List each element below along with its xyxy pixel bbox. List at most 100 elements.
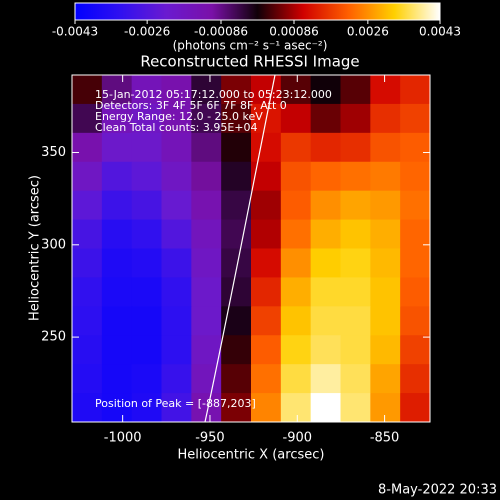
heatmap-cell — [370, 219, 401, 249]
heatmap-cell — [72, 306, 103, 336]
heatmap-cell — [161, 75, 192, 105]
heatmap-cell — [161, 161, 192, 192]
heatmap-cell — [72, 190, 103, 221]
heatmap-cell — [221, 190, 252, 221]
heatmap-cell — [370, 190, 401, 221]
heatmap-cell — [280, 190, 312, 221]
heatmap-cell — [280, 132, 312, 163]
heatmap-cell — [131, 132, 162, 163]
heatmap-cell — [221, 103, 252, 134]
heatmap-cell — [191, 190, 222, 221]
heatmap-cell — [310, 277, 341, 307]
heatmap-cell — [340, 277, 371, 307]
heatmap-cell — [72, 277, 103, 307]
heatmap-cell — [161, 219, 192, 249]
heatmap-cell — [400, 306, 430, 336]
y-tick-label: 300 — [41, 237, 66, 252]
heatmap-cell — [400, 190, 430, 221]
heatmap-cell — [400, 75, 430, 105]
heatmap-cell — [340, 161, 371, 192]
heatmap-cell — [72, 393, 103, 422]
y-tick-label: 250 — [41, 330, 66, 345]
heatmap-cell — [131, 190, 162, 221]
heatmap-cell — [370, 161, 401, 192]
heatmap-cell — [310, 161, 341, 192]
heatmap-cell — [340, 364, 371, 394]
heatmap-cell — [400, 335, 430, 365]
y-axis-label: Heliocentric Y (arcsec) — [28, 175, 43, 321]
heatmap-cell — [280, 277, 312, 307]
heatmap-cell — [340, 393, 371, 422]
heatmap-cell — [191, 277, 222, 307]
heatmap-cell — [370, 277, 401, 307]
heatmap-cell — [161, 103, 192, 134]
heatmap-cell — [101, 335, 133, 365]
heatmap-cell — [221, 132, 252, 163]
heatmap-cell — [221, 393, 252, 422]
heatmap-cell — [221, 219, 252, 249]
x-tick-label: -900 — [283, 431, 313, 446]
heatmap-cell — [191, 306, 222, 336]
heatmap-cell — [101, 103, 133, 134]
heatmap-cell — [400, 103, 430, 134]
heatmap-cell — [101, 306, 133, 336]
heatmap-cell — [310, 103, 341, 134]
heatmap-cell — [101, 393, 133, 422]
heatmap-cell — [310, 190, 341, 221]
colorbar-label: (photons cm⁻² s⁻¹ asec⁻²) — [173, 39, 328, 53]
annotation: Energy Range: 12.0 - 25.0 keV — [95, 110, 263, 123]
heatmap-cell — [370, 335, 401, 365]
annotation: Detectors: 3F 4F 5F 6F 7F 8F, Att 0 — [95, 99, 287, 112]
heatmap-cell — [101, 277, 133, 307]
footer-date: 8-May-2022 20:33 — [378, 483, 497, 498]
heatmap-cell — [280, 103, 312, 134]
heatmap-cell — [280, 219, 312, 249]
heatmap-cell — [72, 219, 103, 249]
annotation: 15-Jan-2012 05:17:12.000 to 05:23:12.000 — [95, 88, 332, 101]
heatmap-cell — [310, 75, 341, 105]
heatmap-cell — [72, 248, 103, 278]
heatmap-cell — [400, 219, 430, 249]
heatmap-cell — [280, 75, 312, 105]
heatmap-cell — [191, 75, 222, 105]
heatmap-cell — [251, 306, 282, 336]
heatmap-cell — [251, 364, 282, 394]
heatmap-cell — [72, 103, 103, 134]
heatmap-cell — [72, 335, 103, 365]
colorbar-tick-label: -0.0026 — [124, 25, 170, 39]
heatmap-cell — [161, 306, 192, 336]
heatmap-cell — [400, 161, 430, 192]
x-tick-label: -950 — [195, 431, 225, 446]
colorbar-tick-label: -0.0043 — [52, 25, 98, 39]
heatmap-cell — [161, 277, 192, 307]
heatmap-cell — [310, 364, 341, 394]
heatmap-cell — [340, 306, 371, 336]
heatmap-cell — [400, 132, 430, 163]
heatmap-cell — [131, 103, 162, 134]
heatmap-cell — [221, 161, 252, 192]
heatmap-cell — [370, 393, 401, 422]
colorbar — [74, 2, 441, 21]
plot-frame — [71, 74, 431, 423]
heatmap-cell — [131, 219, 162, 249]
heatmap-cell — [251, 161, 282, 192]
heatmap-cell — [280, 393, 312, 422]
heatmap-cell — [101, 248, 133, 278]
heatmap-cell — [251, 219, 282, 249]
heatmap-cell — [400, 248, 430, 278]
heatmap-cell — [310, 248, 341, 278]
heatmap-cell — [310, 306, 341, 336]
heatmap-cell — [340, 103, 371, 134]
colorbar-tick-label: 0.0043 — [419, 25, 461, 39]
heatmap-cell — [221, 75, 252, 105]
heatmap-cell — [310, 219, 341, 249]
heatmap-cell — [370, 132, 401, 163]
heatmap-cell — [280, 364, 312, 394]
heatmap-cell — [101, 190, 133, 221]
heatmap-cell — [131, 393, 162, 422]
heatmap-cell — [400, 393, 430, 422]
solar-limb — [204, 75, 276, 422]
heatmap-cell — [370, 248, 401, 278]
heatmap-cell — [340, 248, 371, 278]
